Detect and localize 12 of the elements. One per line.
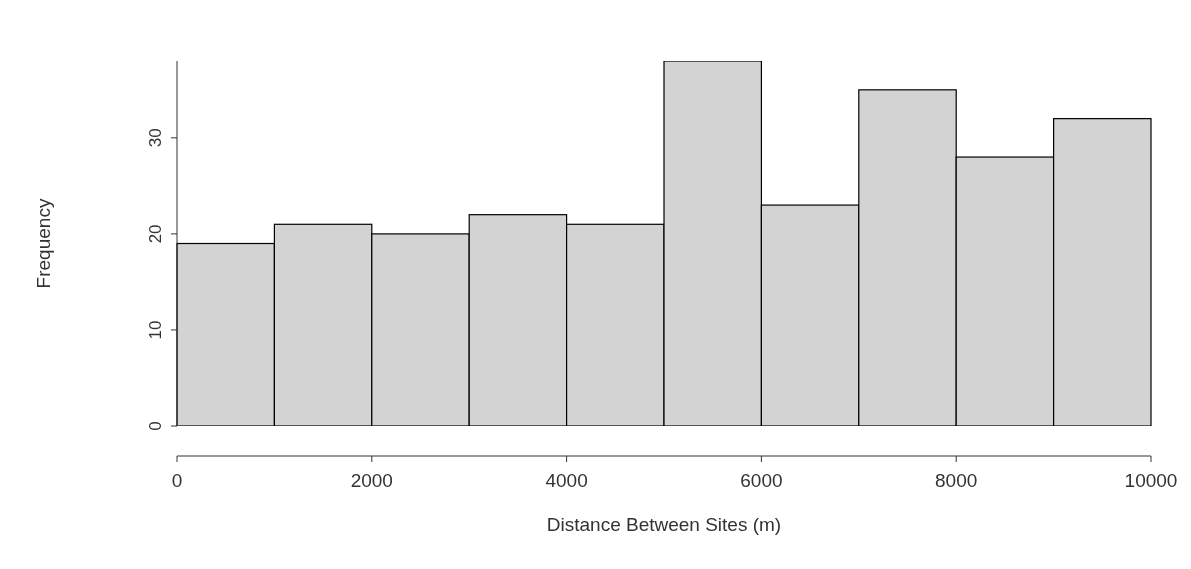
x-tick-label: 6000 — [740, 470, 783, 492]
y-tick-label: 20 — [146, 224, 165, 244]
x-tick-label: 4000 — [545, 470, 588, 492]
x-tick-label: 10000 — [1124, 470, 1178, 492]
x-axis-title: Distance Between Sites (m) — [546, 514, 782, 535]
x-tick-label: 8000 — [935, 470, 978, 492]
x-tick-label: 2000 — [350, 470, 393, 492]
y-tick-label: 30 — [146, 128, 165, 148]
x-tick-label: 0 — [171, 470, 183, 492]
y-tick-label: 0 — [146, 421, 165, 431]
y-axis-title: Frequency — [32, 198, 54, 289]
y-tick-label: 10 — [146, 320, 165, 340]
